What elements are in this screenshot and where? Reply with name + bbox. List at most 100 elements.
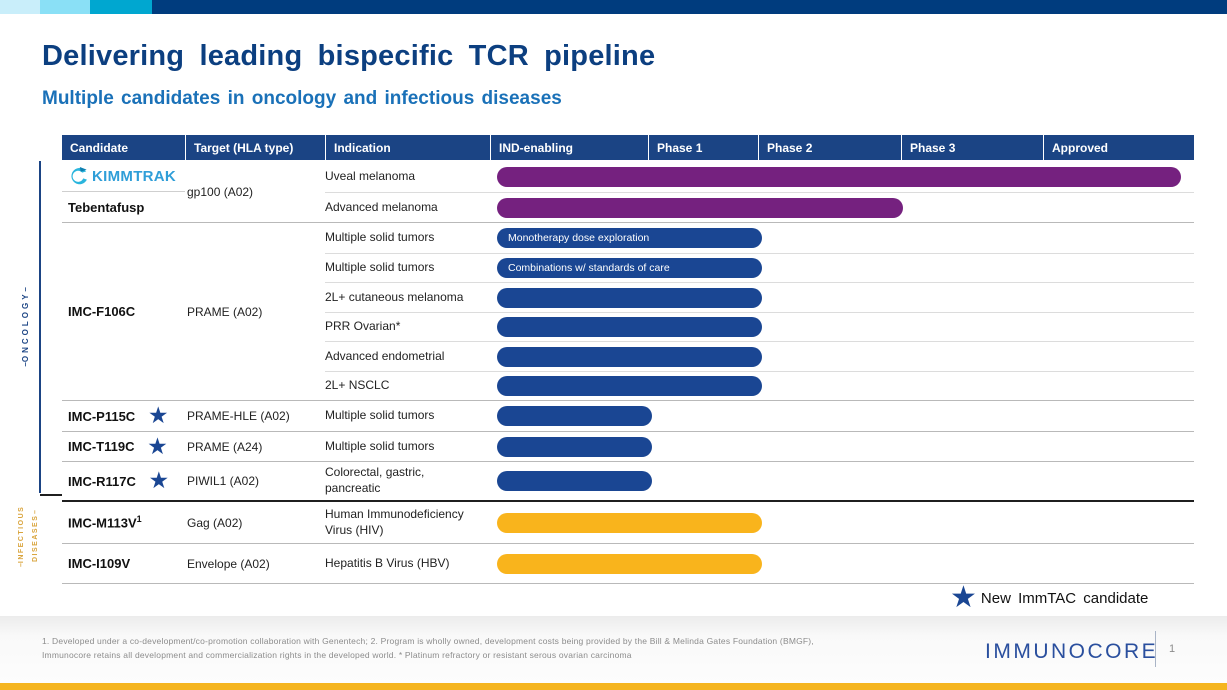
candidate-footnote-ref: 1 (136, 514, 142, 525)
indication-label: 2L+ cutaneous melanoma (325, 289, 464, 304)
candidate-cell: IMC-M113V1 (62, 502, 185, 543)
candidate-group: IMC-M113V1 Gag (A02) Human Immunodeficienc… (62, 502, 1194, 544)
column-header: Candidate (70, 140, 129, 155)
target-cell: Envelope (A02) (187, 556, 270, 571)
column-header: IND-enabling (490, 135, 648, 160)
indication-rows: Uveal melanoma Advanced melanoma (325, 161, 1194, 222)
pipeline-row: Uveal melanoma (325, 161, 1194, 192)
phase-track: Monotherapy dose exploration (490, 223, 1194, 253)
footer-band (0, 616, 1227, 683)
pipeline-row: Colorectal, gastric, pancreatic (325, 462, 1194, 500)
candidate-cell: IMC-F106C (62, 223, 185, 400)
target-cell: gp100 (A02) (187, 184, 254, 199)
top-accent-bar (0, 0, 1227, 14)
bar-label: Monotherapy dose exploration (508, 232, 650, 244)
pipeline-bar (497, 512, 762, 533)
column-header: Phase 3 (901, 135, 1043, 160)
target-cell: PIWIL1 (A02) (187, 474, 260, 488)
pipeline-bar (497, 197, 903, 218)
accent-segment-3 (90, 0, 152, 14)
candidate-name: IMC-R117C (68, 473, 136, 489)
indication-label: PRR Ovarian* (325, 319, 401, 334)
indication-rows: Multiple solid tumors (325, 401, 1194, 431)
oncology-section-label: ONCOLOGY (14, 161, 36, 493)
candidate-cell: IMC-T119C ★ (62, 432, 185, 461)
indication-rows: Multiple solid tumors Monotherapy dose ex… (325, 223, 1194, 400)
slide-subtitle: Multiple candidates in oncology and infe… (42, 88, 562, 109)
target-cell: PRAME-HLE (A02) (187, 409, 290, 423)
new-candidate-star-icon: ★ (148, 435, 167, 458)
pipeline-bar (497, 287, 762, 308)
indication-label: Multiple solid tumors (325, 230, 435, 245)
phase-track (490, 432, 1194, 461)
pipeline-row: Hepatitis B Virus (HBV) (325, 544, 1194, 583)
candidate-cell: IMC-I109V (62, 544, 185, 583)
indication-label: Human Immunodeficiency Virus (HIV) (325, 506, 464, 537)
indication-label: Advanced melanoma (325, 199, 438, 214)
pipeline-row: Advanced melanoma (325, 192, 1194, 222)
pipeline-row: Multiple solid tumors (325, 401, 1194, 431)
accent-segment-4 (152, 0, 1227, 14)
indication-rows: Human Immunodeficiency Virus (HIV) (325, 502, 1194, 543)
immunocore-logo: IMMUNOCORE (985, 640, 1159, 663)
pipeline-row: 2L+ cutaneous melanoma (325, 282, 1194, 312)
phase-track (490, 283, 1194, 312)
phase-track (490, 161, 1194, 192)
candidate-name: IMC-T119C (68, 439, 135, 454)
pipeline-row: PRR Ovarian* (325, 312, 1194, 341)
legend-label: New ImmTAC candidate (980, 589, 1149, 607)
phase-track (490, 342, 1194, 371)
indication-rows: Hepatitis B Virus (HBV) (325, 544, 1194, 583)
kimmtrak-logo-lockup: KIMMTRAK (68, 166, 176, 187)
pipeline-bar (497, 317, 762, 337)
pipeline-row: Multiple solid tumors (325, 432, 1194, 461)
pipeline-bar (497, 471, 652, 491)
bar-label: Combinations w/ standards of care (508, 262, 670, 274)
column-header: Target (HLA type) (185, 135, 325, 160)
slide-title: Delivering leading bispecific TCR pipeli… (42, 40, 656, 72)
candidate-cell: KIMMTRAK Tebentafusp (62, 161, 185, 222)
target-cell: PRAME (A24) (187, 439, 263, 454)
table-header-row: Candidate Target (HLA type) Indication IND-… (62, 135, 1194, 160)
pipeline-bar (497, 166, 1181, 187)
indication-label: Multiple solid tumors (325, 408, 435, 423)
new-candidate-star-icon: ★ (950, 581, 977, 614)
target-cell: PRAME (A02) (187, 304, 263, 319)
indication-label: Hepatitis B Virus (HBV) (325, 555, 450, 570)
candidate-cell: IMC-R117C ★ (62, 462, 185, 500)
footnote-line-2: Immunocore retains all development and c… (42, 650, 632, 661)
pipeline-bar (497, 406, 652, 426)
candidate-name: IMC-P115C (68, 408, 136, 424)
footnote-line-1: 1. Developed under a co-development/co-p… (42, 636, 814, 646)
kimmtrak-logo-text: KIMMTRAK (92, 167, 177, 185)
legend: ★ New ImmTAC candidate (950, 583, 1148, 613)
candidate-name: IMC-M113V1 (68, 514, 142, 531)
new-candidate-star-icon: ★ (149, 405, 168, 427)
candidate-name: IMC-I109V (68, 556, 131, 571)
column-header: Phase 1 (648, 135, 758, 160)
phase-track: Combinations w/ standards of care (490, 254, 1194, 282)
footnotes: 1. Developed under a co-development/co-p… (42, 634, 952, 662)
indication-label: 2L+ NSCLC (325, 378, 390, 393)
new-candidate-star-icon: ★ (149, 470, 168, 492)
candidate-group: IMC-F106C PRAME (A02) Multiple solid tumor… (62, 223, 1194, 401)
pipeline-row: Human Immunodeficiency Virus (HIV) (325, 502, 1194, 543)
indication-rows: Multiple solid tumors (325, 432, 1194, 461)
candidate-group: IMC-P115C ★ PRAME-HLE (A02) Multiple solid … (62, 401, 1194, 432)
phase-track (490, 401, 1194, 431)
pipeline-bar: Monotherapy dose exploration (497, 228, 762, 248)
candidate-cell: IMC-P115C ★ (62, 401, 185, 431)
accent-segment-2 (40, 0, 90, 14)
phase-track (490, 193, 1194, 222)
candidate-group: IMC-T119C ★ PRAME (A24) Multiple solid tumo… (62, 432, 1194, 462)
bottom-accent-bar (0, 683, 1227, 690)
section-divider-line (40, 494, 62, 496)
pipeline-bar (497, 553, 762, 574)
phase-track (490, 544, 1194, 583)
pipeline-table: Candidate Target (HLA type) Indication IND-… (62, 135, 1194, 584)
column-header: Phase 2 (758, 135, 901, 160)
column-header: Indication (325, 135, 490, 160)
indication-label: Colorectal, gastric, pancreatic (325, 465, 425, 495)
indication-rows: Colorectal, gastric, pancreatic (325, 462, 1194, 500)
pipeline-row: Advanced endometrial (325, 341, 1194, 371)
